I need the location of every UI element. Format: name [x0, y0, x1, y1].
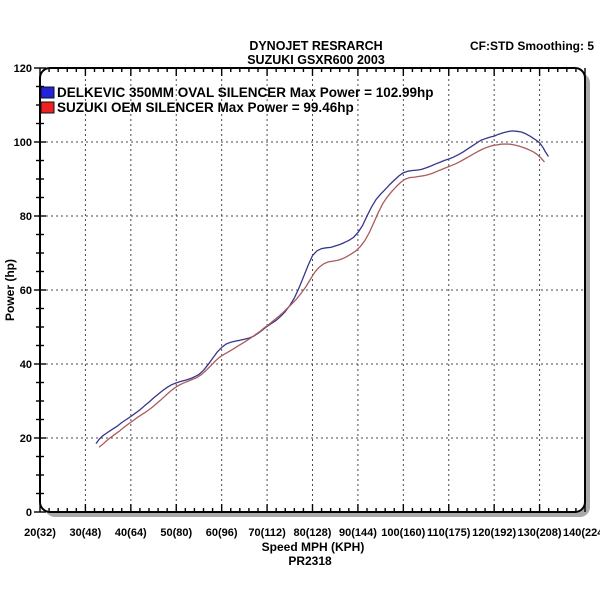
- smoothing-setting: CF:STD Smoothing: 5: [470, 39, 594, 53]
- x-tick-label: 90(144): [339, 527, 377, 539]
- x-tick-label: 80(128): [294, 527, 332, 539]
- chart-title-line1: DYNOJET RESRARCH: [249, 39, 382, 53]
- y-axis-title: Power (hp): [3, 259, 17, 321]
- gridlines: [41, 69, 584, 511]
- x-tick-label: 130(208): [518, 527, 562, 539]
- y-tick-label: 40: [20, 359, 32, 371]
- x-tick-label: 20(32): [24, 527, 56, 539]
- series-line-delkevic: [95, 130, 549, 444]
- x-axis-title: Speed MPH (KPH): [262, 540, 365, 554]
- x-tick-label: 100(160): [381, 527, 425, 539]
- series-curves: [95, 130, 549, 448]
- x-tick-label: 120(192): [472, 527, 516, 539]
- legend-label-suzuki-oem: SUZUKI OEM SILENCER Max Power = 99.46hp: [57, 100, 354, 115]
- x-tick-label: 140(224): [563, 527, 600, 539]
- legend-color-swatch-suzuki-oem: [40, 101, 55, 114]
- series-line-suzuki-oem: [98, 143, 545, 448]
- x-tick-label: 50(80): [160, 527, 192, 539]
- chart-title-line2: SUZUKI GSXR600 2003: [247, 53, 385, 67]
- y-tick-label: 120: [14, 63, 32, 75]
- y-tick-label: 80: [20, 211, 32, 223]
- legend-color-swatch-delkevic: [40, 86, 55, 99]
- run-id: PR2318: [288, 554, 332, 568]
- legend: DELKEVIC 350MM OVAL SILENCER Max Power =…: [40, 85, 433, 115]
- legend-label-delkevic: DELKEVIC 350MM OVAL SILENCER Max Power =…: [57, 85, 433, 100]
- y-tick-label: 20: [20, 433, 32, 445]
- x-tick-label: 110(175): [427, 527, 471, 539]
- y-tick-label: 100: [14, 137, 32, 149]
- axis-labels: 20(32) 30(48) 40(64) 50(80) 60(96) 70(112) 80(…: [14, 63, 600, 539]
- y-tick-label: 60: [20, 285, 32, 297]
- x-tick-label: 60(96): [206, 527, 238, 539]
- x-tick-label: 40(64): [115, 527, 147, 539]
- x-tick-label: 70(112): [248, 527, 286, 539]
- plot-frame: [39, 67, 586, 513]
- y-tick-label: 0: [26, 507, 32, 519]
- x-tick-label: 30(48): [70, 527, 102, 539]
